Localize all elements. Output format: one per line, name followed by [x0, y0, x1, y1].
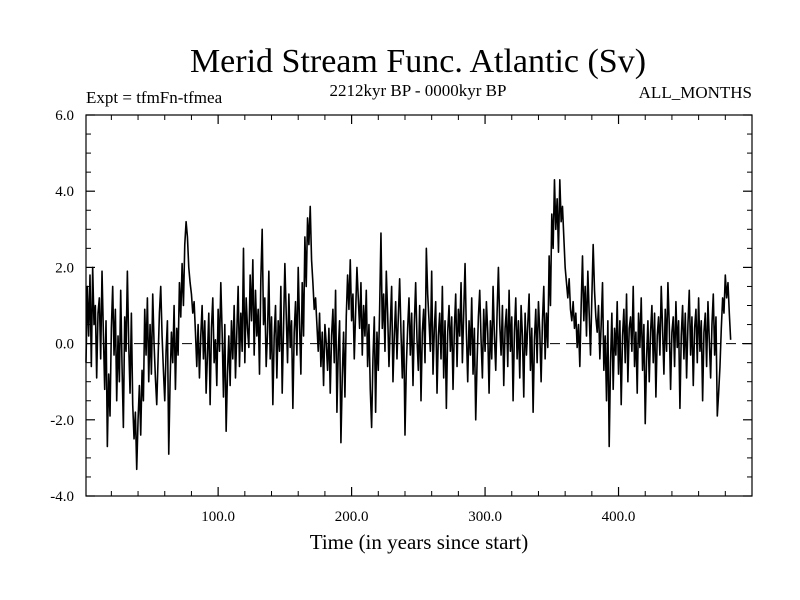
y-tick-label: -2.0 — [50, 413, 74, 429]
plot-frame — [85, 114, 753, 497]
y-tick-label: -4.0 — [50, 489, 74, 505]
y-tick-label: 0.0 — [55, 337, 74, 353]
x-axis-ticks: 100.0 200.0 300.0 400.0 — [110, 115, 726, 525]
months-label: ALL_MONTHS — [639, 83, 752, 102]
y-tick-label: 4.0 — [55, 184, 74, 200]
period-label: 2212kyr BP - 0000kyr BP — [330, 81, 507, 100]
x-tick-label: 100.0 — [201, 509, 235, 525]
y-tick-label: 2.0 — [55, 260, 74, 276]
chart-title: Merid Stream Func. Atlantic (Sv) — [190, 43, 646, 80]
x-tick-label: 200.0 — [335, 509, 369, 525]
x-axis-label: Time (in years since start) — [310, 530, 529, 554]
experiment-label: Expt = tfmFn-tfmea — [86, 88, 223, 107]
y-tick-label: 6.0 — [55, 108, 74, 124]
x-tick-label: 300.0 — [468, 509, 502, 525]
x-tick-label: 400.0 — [602, 509, 636, 525]
series-line — [85, 178, 732, 471]
